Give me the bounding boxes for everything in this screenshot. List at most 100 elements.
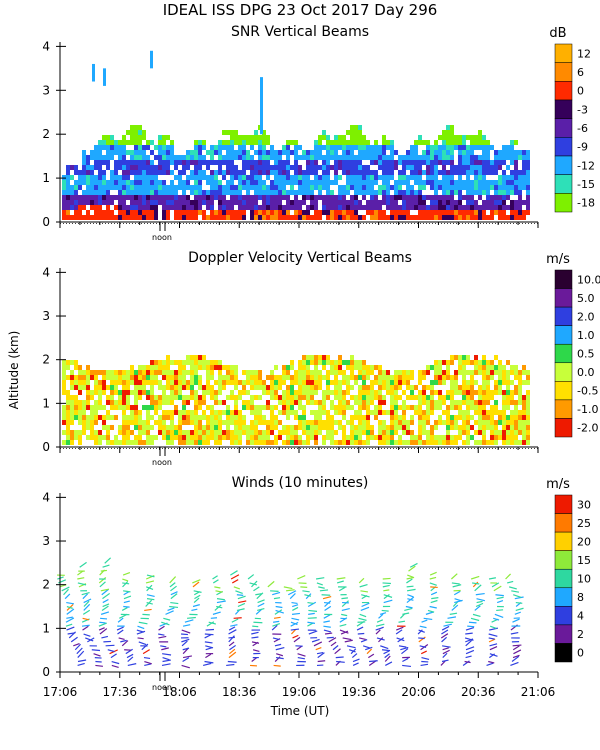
heat-cell: [214, 175, 218, 180]
heat-cell: [526, 205, 530, 210]
heat-cell: [122, 210, 126, 215]
heat-cell: [310, 395, 314, 400]
heat-cell: [254, 385, 258, 390]
heat-cell: [390, 150, 394, 155]
wind-barb: [104, 557, 112, 564]
heat-cell: [406, 205, 410, 210]
heat-cell: [194, 435, 198, 440]
heat-cell: [294, 170, 298, 175]
wind-barb: [472, 581, 479, 588]
heat-cell: [122, 165, 126, 170]
heat-cell: [86, 170, 90, 175]
heat-cell: [458, 170, 462, 175]
heat-cell: [138, 165, 142, 170]
heat-cell: [174, 425, 178, 430]
heat-cell: [198, 190, 202, 195]
heat-cell: [66, 420, 70, 425]
heat-cell: [346, 385, 350, 390]
heat-cell: [102, 175, 106, 180]
heat-cell: [182, 380, 186, 385]
heat-cell: [322, 170, 326, 175]
heat-cell: [406, 210, 410, 215]
heat-cell: [210, 170, 214, 175]
heat-cell: [126, 190, 130, 195]
heat-cell: [510, 420, 514, 425]
wind-barb: [449, 612, 458, 615]
heat-cell: [246, 135, 250, 140]
wind-barb: [83, 603, 91, 611]
heat-cell: [86, 435, 90, 440]
wind-barb: [181, 629, 191, 634]
heat-cell: [70, 415, 74, 420]
wind-profile: [315, 577, 345, 666]
heat-cell: [514, 170, 518, 175]
heat-cell: [438, 170, 442, 175]
heat-cell: [322, 395, 326, 400]
wind-barb: [297, 575, 306, 580]
heat-cell: [386, 180, 390, 185]
heat-cell: [506, 205, 510, 210]
heat-cell: [210, 360, 214, 365]
heat-cell: [370, 210, 374, 215]
heat-cell: [110, 150, 114, 155]
heat-cell: [442, 205, 446, 210]
heat-cell: [302, 195, 306, 200]
heat-cell: [426, 365, 430, 370]
heat-cell: [226, 425, 230, 430]
heat-cell: [294, 425, 298, 430]
heat-cell: [250, 380, 254, 385]
heat-cell: [238, 135, 242, 140]
heat-cell: [394, 165, 398, 170]
heat-cell: [338, 210, 342, 215]
wind-barb: [339, 629, 349, 634]
wind-barb: [450, 573, 458, 580]
heat-cell: [370, 150, 374, 155]
heat-cell: [210, 210, 214, 215]
heat-cell: [394, 420, 398, 425]
heat-cell: [334, 175, 338, 180]
heat-cell: [270, 430, 274, 435]
heat-cell: [114, 185, 118, 190]
heat-cell: [254, 180, 258, 185]
wind-barb: [362, 645, 370, 649]
heat-cell: [110, 390, 114, 395]
heat-cell: [222, 170, 226, 175]
colorbar-swatch: [554, 155, 573, 175]
heat-cell: [198, 140, 202, 145]
heat-cell: [146, 165, 150, 170]
heat-cell: [450, 175, 454, 180]
heat-cell: [298, 440, 302, 445]
wind-barb: [101, 605, 109, 611]
wind-barb: [85, 637, 94, 642]
heat-cell: [346, 155, 350, 160]
heat-cell: [226, 435, 230, 440]
heat-cell: [510, 430, 514, 435]
heat-cell: [450, 385, 454, 390]
heat-cell: [326, 175, 330, 180]
wind-barb: [418, 636, 426, 643]
heat-cell: [382, 375, 386, 380]
heat-cell: [70, 420, 74, 425]
heat-cell: [206, 165, 210, 170]
wind-barb: [102, 592, 110, 600]
heat-cell: [282, 195, 286, 200]
wind-barb: [361, 602, 370, 608]
heat-cell: [234, 215, 238, 220]
heat-cell: [414, 410, 418, 415]
heat-cell: [130, 135, 134, 140]
wind-barb: [464, 637, 474, 641]
heat-cell: [514, 370, 518, 375]
heat-cell: [354, 360, 358, 365]
heat-cell: [170, 155, 174, 160]
heat-cell: [150, 165, 154, 170]
heat-cell: [330, 370, 334, 375]
heat-cell: [434, 360, 438, 365]
heat-cell: [186, 430, 190, 435]
heat-cell: [278, 400, 282, 405]
heat-cell: [450, 395, 454, 400]
heat-cell: [470, 140, 474, 145]
heat-cell: [238, 425, 242, 430]
wind-barb: [421, 657, 430, 661]
heat-cell: [322, 210, 326, 215]
heat-cell: [150, 405, 154, 410]
